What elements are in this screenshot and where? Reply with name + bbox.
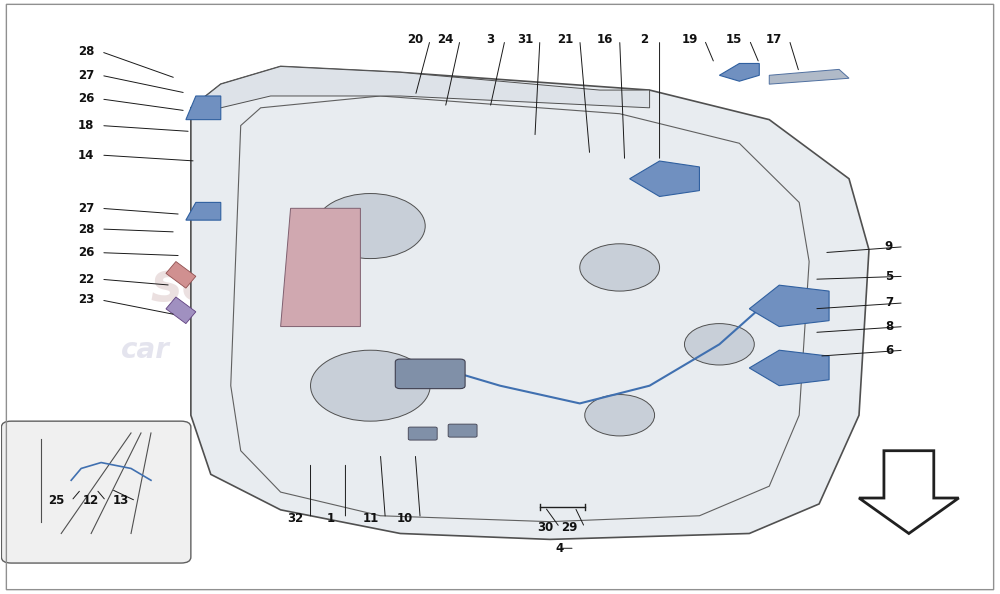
Text: 26: 26 bbox=[78, 93, 94, 106]
Text: 13: 13 bbox=[113, 494, 129, 507]
Polygon shape bbox=[719, 64, 759, 81]
Text: 10: 10 bbox=[397, 512, 413, 525]
Text: 29: 29 bbox=[562, 521, 578, 534]
Polygon shape bbox=[749, 350, 829, 386]
Text: 28: 28 bbox=[78, 223, 94, 235]
Text: 11: 11 bbox=[362, 512, 378, 525]
Text: 2: 2 bbox=[641, 33, 649, 46]
Text: 1: 1 bbox=[326, 512, 335, 525]
Polygon shape bbox=[186, 203, 221, 220]
FancyBboxPatch shape bbox=[395, 359, 465, 388]
Text: 15: 15 bbox=[726, 33, 743, 46]
Text: 26: 26 bbox=[78, 246, 94, 259]
Text: 19: 19 bbox=[681, 33, 698, 46]
Text: 5: 5 bbox=[885, 270, 893, 283]
Text: 14: 14 bbox=[78, 148, 94, 162]
FancyBboxPatch shape bbox=[1, 421, 191, 563]
Polygon shape bbox=[166, 297, 196, 324]
Text: 18: 18 bbox=[78, 119, 94, 132]
Text: 3: 3 bbox=[486, 33, 494, 46]
Polygon shape bbox=[191, 67, 650, 108]
Text: 27: 27 bbox=[78, 202, 94, 215]
Text: 27: 27 bbox=[78, 69, 94, 82]
Text: par: par bbox=[221, 336, 273, 364]
Text: 17: 17 bbox=[766, 33, 782, 46]
Circle shape bbox=[684, 324, 754, 365]
Polygon shape bbox=[186, 96, 221, 119]
Circle shape bbox=[311, 350, 430, 421]
Text: 22: 22 bbox=[78, 273, 94, 286]
Text: 32: 32 bbox=[287, 512, 304, 525]
Text: 16: 16 bbox=[597, 33, 613, 46]
Polygon shape bbox=[749, 285, 829, 327]
Text: car: car bbox=[121, 336, 170, 364]
Text: 24: 24 bbox=[437, 33, 453, 46]
Text: 30: 30 bbox=[537, 521, 553, 534]
Polygon shape bbox=[166, 261, 196, 288]
Text: 6: 6 bbox=[885, 344, 893, 357]
Text: 23: 23 bbox=[78, 293, 94, 307]
Text: 21: 21 bbox=[557, 33, 573, 46]
Text: 12: 12 bbox=[83, 494, 99, 507]
Text: 8: 8 bbox=[885, 320, 893, 333]
Text: 20: 20 bbox=[407, 33, 423, 46]
Text: 31: 31 bbox=[517, 33, 533, 46]
Polygon shape bbox=[630, 161, 699, 197]
Circle shape bbox=[316, 194, 425, 258]
Polygon shape bbox=[769, 69, 849, 84]
Text: 25: 25 bbox=[48, 494, 64, 507]
Polygon shape bbox=[191, 67, 869, 539]
FancyBboxPatch shape bbox=[408, 427, 437, 440]
Text: 28: 28 bbox=[78, 45, 94, 58]
Polygon shape bbox=[281, 208, 360, 327]
Text: 9: 9 bbox=[885, 240, 893, 253]
Circle shape bbox=[580, 244, 660, 291]
FancyBboxPatch shape bbox=[448, 424, 477, 437]
Text: 7: 7 bbox=[885, 296, 893, 309]
Circle shape bbox=[585, 394, 655, 436]
Text: scan: scan bbox=[151, 259, 287, 311]
Text: 4: 4 bbox=[556, 542, 564, 555]
